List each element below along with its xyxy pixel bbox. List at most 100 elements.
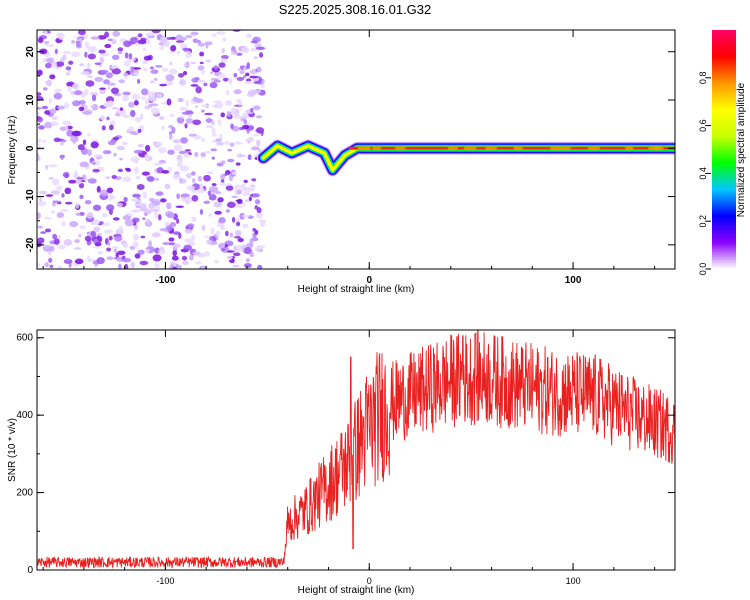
noise-speckle xyxy=(52,200,61,204)
noise-speckle xyxy=(234,188,238,196)
noise-speckle xyxy=(195,98,204,103)
signal-blob xyxy=(447,146,459,151)
noise-speckle xyxy=(175,40,185,43)
noise-speckle xyxy=(168,237,175,242)
noise-speckle xyxy=(225,209,230,213)
noise-speckle xyxy=(97,250,104,255)
noise-speckle xyxy=(204,150,211,154)
noise-speckle xyxy=(190,61,197,65)
noise-speckle xyxy=(243,179,248,184)
noise-speckle xyxy=(141,171,150,176)
noise-speckle xyxy=(175,34,184,42)
noise-speckle xyxy=(48,164,58,168)
noise-speckle xyxy=(93,226,100,233)
noise-speckle xyxy=(160,198,167,203)
noise-speckle xyxy=(170,45,177,52)
noise-speckle xyxy=(232,252,241,257)
noise-speckle xyxy=(51,190,61,195)
noise-speckle xyxy=(63,102,70,109)
noise-speckle xyxy=(219,134,223,140)
noise-speckle xyxy=(61,193,65,198)
snr-y-axis-label: SNR (10 * v/v) xyxy=(7,418,18,482)
x-tick-label: 0 xyxy=(366,275,372,286)
noise-speckle xyxy=(194,105,198,109)
noise-speckle xyxy=(250,40,258,44)
noise-speckle xyxy=(109,120,116,126)
noise-speckle xyxy=(122,176,132,183)
colorbar-tick-label: 0.8 xyxy=(698,72,708,85)
noise-speckle xyxy=(90,36,100,40)
noise-speckle xyxy=(210,227,215,235)
noise-speckle xyxy=(216,141,224,146)
noise-speckle xyxy=(37,153,40,161)
noise-speckle xyxy=(168,82,173,85)
noise-speckle xyxy=(243,119,248,125)
figure-title: S225.2025.308.16.01.G32 xyxy=(279,2,432,17)
noise-speckle xyxy=(188,113,192,118)
noise-speckle xyxy=(106,116,110,121)
noise-speckle xyxy=(104,31,110,38)
noise-speckle xyxy=(192,251,201,256)
noise-speckle xyxy=(99,87,106,90)
noise-speckle xyxy=(241,183,246,187)
noise-speckle xyxy=(82,139,87,146)
noise-speckle xyxy=(250,146,260,151)
noise-speckle xyxy=(237,154,247,158)
noise-speckle xyxy=(49,264,54,269)
x-tick-label: -100 xyxy=(155,275,175,286)
noise-speckle xyxy=(225,230,229,237)
noise-speckle xyxy=(145,32,155,37)
signal-ridge xyxy=(261,144,675,172)
noise-speckle xyxy=(146,176,155,182)
noise-speckle xyxy=(188,254,194,261)
noise-speckle xyxy=(96,257,105,265)
noise-speckle xyxy=(150,209,160,212)
noise-speckle xyxy=(226,110,232,118)
noise-speckle xyxy=(220,112,226,118)
noise-speckle xyxy=(210,78,220,81)
noise-speckle xyxy=(188,133,198,137)
noise-speckle xyxy=(122,242,129,248)
noise-speckle xyxy=(181,111,189,115)
noise-speckle xyxy=(41,105,49,110)
noise-speckle xyxy=(232,171,237,176)
noise-speckle xyxy=(190,31,199,36)
noise-speckle xyxy=(62,50,72,55)
noise-speckle xyxy=(201,68,205,75)
noise-speckle xyxy=(213,201,222,208)
spectrogram-x-axis-label: Height of straight line (km) xyxy=(298,284,415,295)
noise-speckle xyxy=(225,90,230,96)
noise-speckle xyxy=(118,79,126,84)
x-tick-label: 0 xyxy=(367,576,372,586)
colorbar-tick-label: 0.2 xyxy=(698,215,708,228)
noise-speckle xyxy=(170,36,177,40)
noise-speckle xyxy=(143,55,152,61)
noise-speckle xyxy=(188,241,195,247)
noise-speckle xyxy=(184,228,193,234)
noise-speckle xyxy=(199,209,204,215)
noise-speckle xyxy=(132,241,139,248)
noise-speckle xyxy=(57,244,66,250)
noise-speckle xyxy=(164,183,171,190)
noise-speckle xyxy=(192,119,202,126)
noise-speckle xyxy=(182,70,188,76)
noise-speckle xyxy=(79,225,86,230)
noise-speckle xyxy=(87,75,93,78)
noise-speckle xyxy=(155,141,163,147)
noise-speckle xyxy=(236,189,242,195)
noise-speckle xyxy=(195,260,202,265)
noise-speckle xyxy=(129,36,138,44)
noise-speckle xyxy=(101,212,108,218)
noise-speckle xyxy=(106,247,112,252)
noise-speckle xyxy=(157,214,162,221)
y-tick-label: 20 xyxy=(25,46,36,58)
noise-speckle xyxy=(46,57,54,64)
noise-speckle xyxy=(75,203,80,209)
noise-speckle xyxy=(121,257,132,263)
noise-speckle xyxy=(40,231,47,234)
noise-speckle xyxy=(87,255,91,263)
noise-speckle xyxy=(111,54,120,60)
noise-speckle xyxy=(65,201,73,205)
noise-speckle xyxy=(183,152,190,158)
noise-speckle xyxy=(57,265,63,269)
